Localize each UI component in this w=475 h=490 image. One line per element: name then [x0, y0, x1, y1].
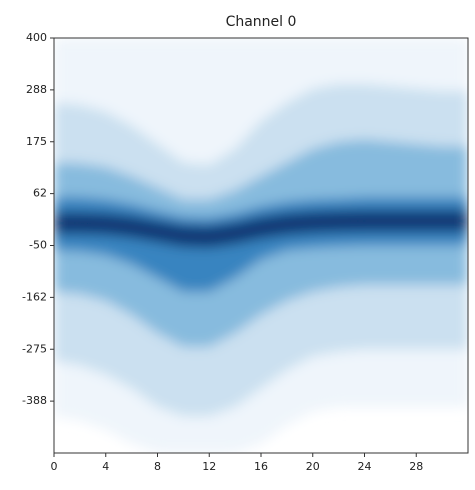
y-tick-label: 62 [33, 187, 47, 200]
y-tick-label: -388 [22, 394, 47, 407]
x-tick-label: 16 [254, 460, 268, 473]
y-tick-label: -275 [22, 342, 47, 355]
x-tick-label: 24 [358, 460, 372, 473]
y-tick-label: -50 [29, 239, 47, 252]
y-tick-label: 288 [26, 83, 47, 96]
density-band [54, 210, 468, 248]
x-tick-label: 12 [202, 460, 216, 473]
y-tick-label: 400 [26, 31, 47, 44]
y-tick-label: 175 [26, 135, 47, 148]
chart-title: Channel 0 [226, 14, 297, 30]
x-tick-label: 20 [306, 460, 320, 473]
x-tick-label: 8 [154, 460, 161, 473]
x-tick-label: 28 [409, 460, 423, 473]
density-layer [54, 38, 468, 453]
x-tick-label: 4 [102, 460, 109, 473]
density-blur [54, 38, 468, 453]
x-tick-label: 0 [51, 460, 58, 473]
y-tick-label: -162 [22, 290, 47, 303]
